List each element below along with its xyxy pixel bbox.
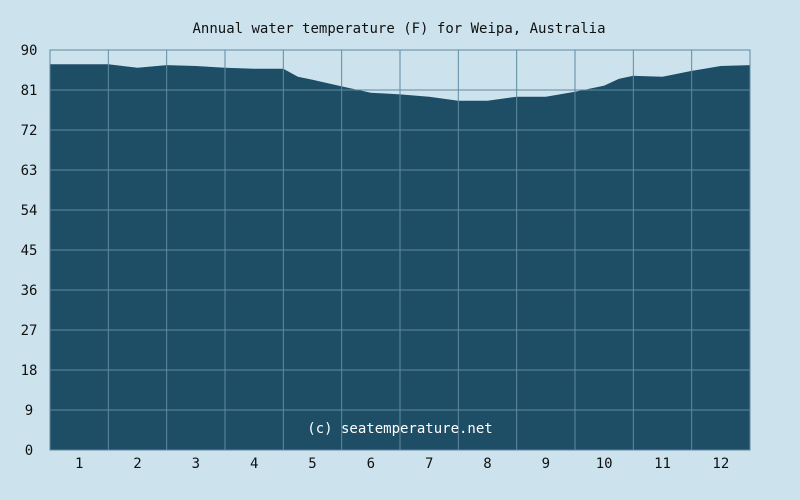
x-tick-label: 6	[367, 456, 375, 472]
y-tick-label: 36	[21, 283, 38, 299]
watermark: (c) seatemperature.net	[307, 421, 492, 437]
x-axis-ticks: 1 2 3 4 5 6 7 8 9 10 11 12	[75, 456, 729, 472]
x-tick-label: 2	[133, 456, 141, 472]
y-tick-label: 54	[21, 203, 38, 219]
x-tick-label: 8	[483, 456, 491, 472]
chart-title: Annual water temperature (F) for Weipa, …	[192, 21, 605, 37]
x-tick-label: 12	[712, 456, 729, 472]
plot-frame	[49, 49, 751, 451]
y-tick-label: 72	[21, 123, 38, 139]
y-axis-ticks: 0 9 18 27 36 45 54 63 72 81 90	[21, 43, 38, 459]
y-tick-label: 63	[21, 163, 38, 179]
y-tick-label: 81	[21, 83, 38, 99]
y-tick-label: 18	[21, 363, 38, 379]
y-tick-label: 45	[21, 243, 38, 259]
x-tick-label: 7	[425, 456, 433, 472]
x-tick-label: 9	[542, 456, 550, 472]
x-tick-label: 5	[308, 456, 316, 472]
x-tick-label: 1	[75, 456, 83, 472]
y-tick-label: 27	[21, 323, 38, 339]
x-tick-label: 4	[250, 456, 258, 472]
x-tick-label: 10	[596, 456, 613, 472]
x-tick-label: 3	[192, 456, 200, 472]
y-tick-label: 0	[25, 443, 33, 459]
x-tick-label: 11	[654, 456, 671, 472]
y-tick-label: 90	[21, 43, 38, 59]
y-tick-label: 9	[25, 403, 33, 419]
grid-lines	[49, 49, 751, 451]
